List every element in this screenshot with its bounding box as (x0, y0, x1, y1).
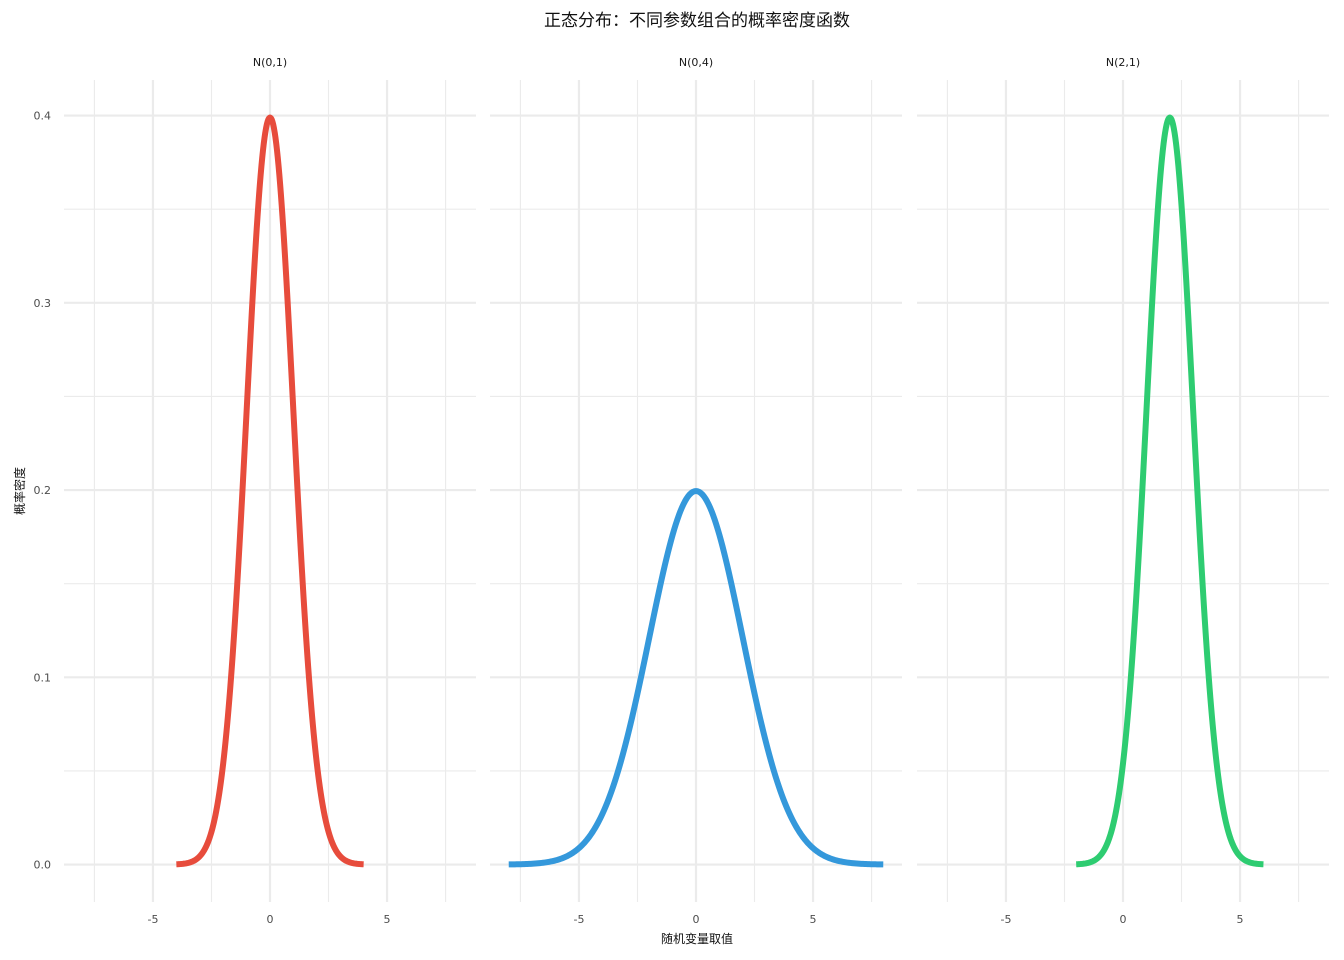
x-tick-label: -5 (1000, 913, 1011, 926)
x-tick-label: -5 (147, 913, 158, 926)
chart-title: 正态分布：不同参数组合的概率密度函数 (544, 11, 850, 31)
facet-panels: N(0,1) -5 0 5 N(0,4) -5 0 5 N(2,1) -5 0 5 (64, 56, 1329, 926)
x-tick-label: 0 (693, 913, 700, 926)
x-axis-label: 随机变量取值 (661, 931, 733, 946)
y-tick-label: 0.0 (34, 859, 52, 872)
y-tick-label: 0.2 (34, 484, 52, 497)
facet-strip-label: N(0,1) (253, 56, 287, 69)
x-tick-label: -5 (573, 913, 584, 926)
facet-panel-2: N(0,4) -5 0 5 (490, 56, 902, 926)
x-tick-label: 0 (267, 913, 274, 926)
density-curve-1 (174, 114, 366, 868)
density-curve-3 (1073, 114, 1266, 868)
y-tick-label: 0.3 (34, 297, 52, 310)
x-tick-label: 5 (384, 913, 391, 926)
facet-strip-label: N(0,4) (679, 56, 713, 69)
x-tick-label: 5 (810, 913, 817, 926)
x-tick-label: 0 (1120, 913, 1127, 926)
y-tick-label: 0.1 (34, 671, 52, 684)
y-tick-label: 0.4 (34, 110, 52, 123)
y-axis-tick-labels: 0.0 0.1 0.2 0.3 0.4 (34, 110, 52, 872)
facet-panel-1: N(0,1) -5 0 5 (64, 56, 476, 926)
density-curve-2 (507, 488, 885, 868)
facet-panel-3: N(2,1) -5 0 5 (917, 56, 1329, 926)
y-axis-label: 概率密度 (12, 467, 27, 515)
facet-strip-label: N(2,1) (1106, 56, 1140, 69)
x-tick-label: 5 (1237, 913, 1244, 926)
